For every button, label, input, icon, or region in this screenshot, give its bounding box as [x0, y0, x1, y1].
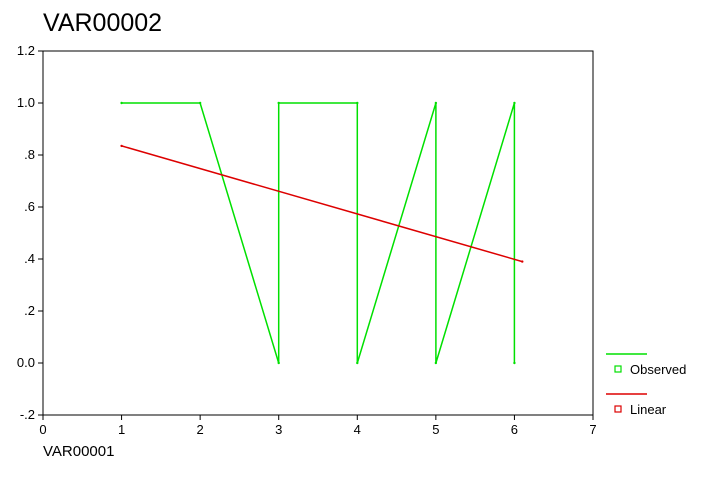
x-tick-label-1: 1 [118, 422, 125, 437]
point-observed-7 [434, 361, 438, 365]
x-tick-label-6: 6 [511, 422, 518, 437]
y-tick-label-1: 0.0 [17, 355, 35, 370]
x-tick-label-0: 0 [39, 422, 46, 437]
point-observed-6 [434, 101, 438, 105]
series-line-observed [121, 102, 516, 364]
legend-marker-linear [614, 405, 622, 413]
y-tick-label-6: 1.0 [17, 95, 35, 110]
point-observed-4 [356, 101, 359, 105]
y-tick-label-0: -.2 [20, 407, 35, 422]
x-axis-label: VAR00001 [43, 443, 115, 460]
y-tick-label-3: .4 [24, 251, 35, 266]
x-tick-label-3: 3 [275, 422, 282, 437]
series-layer [120, 101, 524, 365]
point-observed-8 [513, 101, 516, 105]
y-tick-label-4: .6 [24, 199, 35, 214]
point-linear-0 [120, 144, 123, 148]
y-tick-label-5: .8 [24, 147, 35, 162]
point-observed-0 [120, 101, 123, 105]
series-line-linear [121, 145, 523, 263]
point-observed-5 [356, 361, 359, 365]
point-linear-1 [521, 260, 524, 263]
chart-title: VAR00002 [43, 9, 163, 37]
legend-label-linear: Linear [630, 402, 667, 417]
y-tick-label-7: 1.2 [17, 43, 35, 58]
x-tick-label-2: 2 [197, 422, 204, 437]
x-tick-label-5: 5 [432, 422, 439, 437]
legend-marker-observed [614, 365, 622, 373]
x-tick-label-4: 4 [354, 422, 361, 437]
point-observed-2 [277, 361, 280, 365]
legend-label-observed: Observed [630, 362, 686, 377]
point-observed-9 [513, 361, 516, 365]
point-observed-1 [198, 101, 202, 105]
legend: Observed Linear [606, 353, 686, 417]
plot-frame [42, 50, 594, 416]
axes-layer: 0 1 2 3 4 5 6 7 -.2 0.0 .2 .4 .6 .8 1.0 1.2 [17, 43, 597, 437]
y-tick-label-2: .2 [24, 303, 35, 318]
x-tick-label-7: 7 [589, 422, 596, 437]
point-observed-3 [277, 101, 280, 105]
